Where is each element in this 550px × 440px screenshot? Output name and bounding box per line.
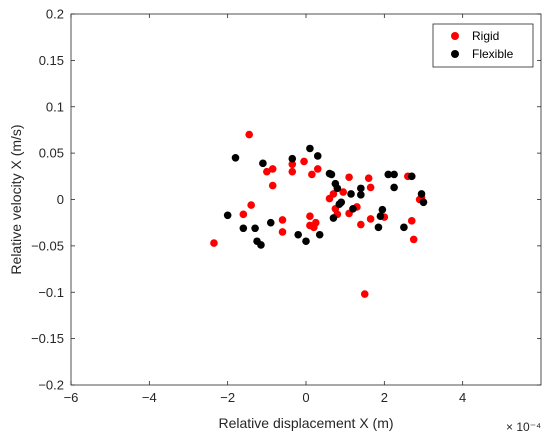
x-tick-label: 2	[381, 390, 388, 405]
data-point-rigid	[239, 210, 248, 219]
legend: Rigid Flexible	[432, 23, 534, 68]
y-tick-label: 0.15	[39, 53, 64, 68]
legend-marker-rigid	[451, 32, 459, 40]
data-point-rigid	[407, 217, 416, 225]
data-point-rigid	[300, 157, 308, 166]
y-tick-label: 0.05	[39, 146, 64, 161]
data-point-rigid	[329, 190, 338, 198]
data-point-rigid	[345, 173, 353, 182]
legend-box	[432, 23, 534, 68]
y-tick-label: 0.1	[46, 99, 64, 114]
y-tick-label: −0.05	[31, 238, 64, 253]
data-point-flexible	[357, 191, 365, 199]
y-tick-label: 0	[57, 192, 64, 207]
data-point-rigid	[288, 167, 297, 176]
axis-ticks: −6 −4 −2 0 2 4 −0.2 −0.15 −0.1 −0.05 0 0.05 0.1 0.15 0…	[31, 7, 541, 405]
data-point-rigid	[357, 220, 365, 229]
series-flexible	[223, 144, 428, 249]
x-tick-label: −6	[64, 390, 79, 405]
data-point-flexible	[239, 224, 248, 233]
y-tick-label: −0.1	[38, 285, 64, 300]
data-point-flexible	[349, 204, 357, 213]
data-point-flexible	[288, 154, 297, 163]
data-point-flexible	[357, 184, 365, 193]
data-point-flexible	[302, 237, 310, 246]
x-tick-label: 4	[459, 390, 466, 405]
data-point-flexible	[347, 190, 355, 198]
data-point-flexible	[329, 214, 338, 222]
data-point-flexible	[333, 184, 342, 193]
data-point-flexible	[390, 170, 398, 179]
data-point-flexible	[400, 223, 408, 232]
data-point-flexible	[390, 183, 398, 192]
y-tick-label: −0.2	[38, 378, 64, 393]
data-point-rigid	[366, 183, 375, 192]
data-point-flexible	[231, 153, 240, 162]
data-point-rigid	[210, 239, 218, 247]
data-point-rigid	[360, 290, 369, 298]
data-point-flexible	[313, 152, 322, 160]
data-point-flexible	[337, 198, 346, 207]
data-point-flexible	[315, 230, 324, 239]
data-point-flexible	[259, 159, 267, 168]
data-point-rigid	[245, 130, 254, 139]
data-point-flexible	[306, 144, 314, 153]
data-point-flexible	[257, 241, 265, 249]
data-point-rigid	[366, 215, 375, 223]
data-point-flexible	[294, 230, 302, 239]
data-point-flexible	[374, 223, 383, 232]
data-point-rigid	[313, 165, 322, 173]
data-point-flexible	[223, 211, 232, 220]
data-point-rigid	[339, 188, 348, 196]
data-point-flexible	[417, 190, 426, 198]
data-point-rigid	[288, 160, 297, 169]
x-tick-label: 0	[302, 390, 309, 405]
data-point-rigid	[247, 201, 255, 209]
legend-label-rigid: Rigid	[472, 29, 499, 43]
x-axis-label: Relative displacement X (m)	[218, 415, 393, 431]
data-point-rigid	[308, 170, 316, 179]
legend-marker-flexible	[451, 50, 459, 58]
y-tick-label: 0.2	[46, 7, 64, 22]
data-points	[210, 130, 428, 298]
data-point-flexible	[407, 172, 416, 181]
legend-label-flexible: Flexible	[472, 47, 514, 61]
data-point-flexible	[384, 170, 393, 179]
data-point-rigid	[364, 174, 373, 182]
data-point-rigid	[409, 235, 418, 244]
data-point-rigid	[268, 165, 277, 173]
data-point-rigid	[306, 212, 314, 220]
plot-area	[70, 13, 542, 386]
data-point-flexible	[419, 198, 428, 207]
series-rigid	[210, 130, 426, 298]
data-point-rigid	[268, 181, 277, 190]
data-point-rigid	[263, 167, 271, 176]
data-point-flexible	[376, 212, 385, 220]
data-point-flexible	[327, 170, 336, 179]
data-point-flexible	[378, 205, 387, 214]
x-tick-label: −2	[220, 390, 235, 405]
x-axis-exponent: × 10⁻⁴	[506, 420, 541, 434]
data-point-rigid	[278, 228, 287, 236]
data-point-rigid	[311, 218, 320, 227]
y-axis-label: Relative velocity X (m/s)	[8, 124, 24, 274]
y-tick-label: −0.15	[31, 331, 64, 346]
x-tick-label: −4	[142, 390, 157, 405]
data-point-flexible	[266, 218, 275, 227]
data-point-flexible	[251, 224, 259, 233]
data-point-rigid	[278, 216, 287, 224]
